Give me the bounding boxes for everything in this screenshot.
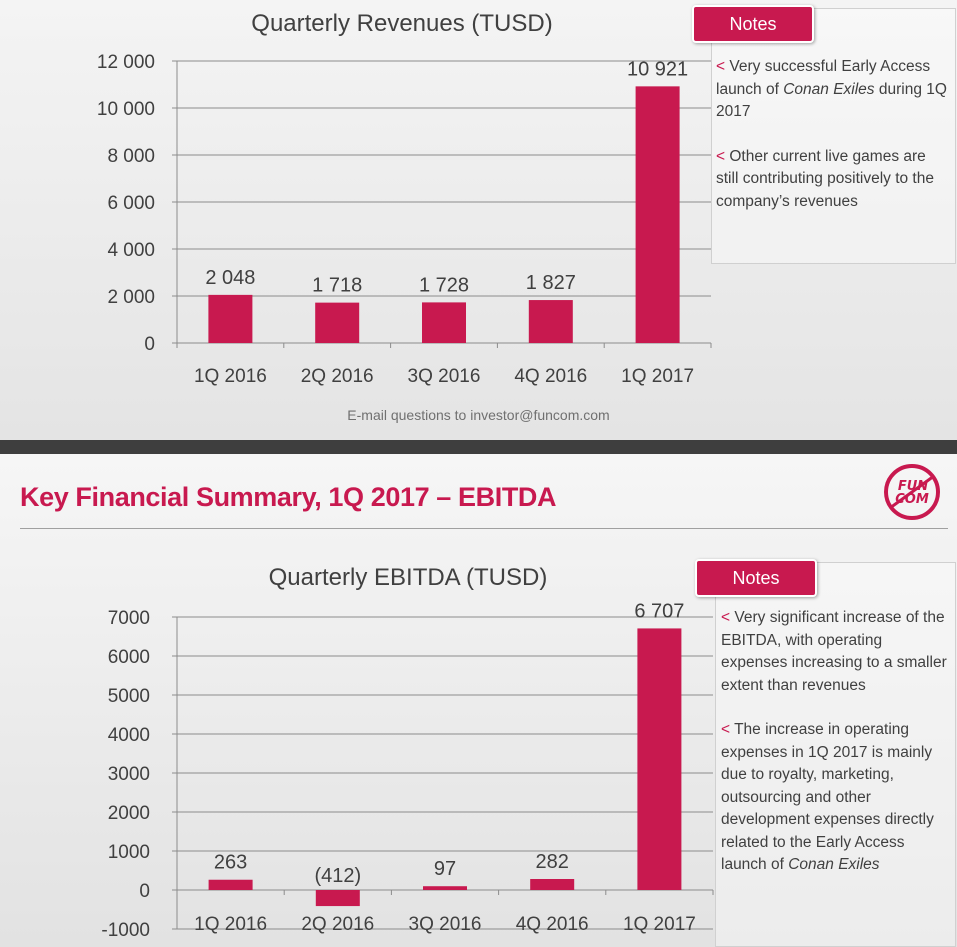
- bar-2q-2016: [315, 302, 360, 343]
- bar-1q-2016: [208, 294, 253, 343]
- x-tick-label: 4Q 2016: [514, 366, 587, 387]
- x-tick-label: 2Q 2016: [301, 914, 374, 935]
- note-text: Very successful Early Access launch of: [716, 58, 931, 98]
- y-tick-label: -1000: [101, 920, 150, 941]
- bar-4q-2016: [528, 300, 573, 343]
- revenue-note-2: < Other current live games are still con…: [716, 146, 948, 214]
- y-tick-label: 0: [139, 881, 150, 902]
- note-text: Other current live games are still contr…: [716, 147, 934, 210]
- bullet-marker: <: [716, 58, 726, 75]
- x-tick-label: 1Q 2017: [623, 914, 696, 935]
- notes-button-label: Notes: [732, 567, 780, 588]
- bar-1q-2016: [208, 879, 253, 890]
- x-tick-label: 3Q 2016: [408, 366, 481, 387]
- y-tick-label: 1000: [108, 842, 150, 863]
- ebitda-notes-box: [715, 562, 956, 947]
- y-tick-label: 0: [144, 334, 155, 355]
- y-tick-label: 6 000: [107, 193, 155, 214]
- y-tick-label: 4000: [108, 725, 150, 746]
- bar-3q-2016: [423, 886, 467, 890]
- revenue-chart: Quarterly Revenues (TUSD) 0 2 000 4 000 6 00…: [97, 10, 712, 387]
- y-tick-label: 10 000: [97, 99, 155, 120]
- page-title: Key Financial Summary, 1Q 2017 – EBITDA: [20, 482, 557, 512]
- notes-button-label: Notes: [729, 13, 777, 34]
- data-label: 97: [434, 858, 456, 880]
- ebitda-notes-text: < Very significant increase of the EBITD…: [721, 607, 951, 899]
- title-rule: [20, 528, 948, 529]
- note-emphasis: Conan Exiles: [783, 80, 875, 98]
- x-tick-label: 3Q 2016: [409, 914, 482, 935]
- bullet-marker: <: [716, 147, 726, 165]
- chart-title: Quarterly Revenues (TUSD): [251, 10, 552, 37]
- bar-3q-2016: [422, 302, 466, 343]
- data-label: 1 827: [526, 272, 576, 294]
- bullet-marker: <: [721, 609, 731, 626]
- funcom-logo: FUN COM: [884, 464, 940, 520]
- footer-email: E-mail questions to investor@funcom.com: [347, 407, 610, 423]
- revenue-slide: Quarterly Revenues (TUSD) 0 2 000 4 000 6 00…: [0, 0, 957, 440]
- y-tick-label: 2 000: [107, 287, 155, 308]
- y-tick-label: 8 000: [107, 146, 155, 167]
- y-tick-label: 4 000: [107, 240, 155, 261]
- logo-text-top: FUN: [898, 479, 928, 494]
- y-tick-label: 2000: [108, 803, 150, 824]
- logo-text-bottom: COM: [895, 492, 929, 507]
- ebitda-notes-button[interactable]: Notes: [695, 559, 817, 597]
- y-tick-label: 3000: [108, 764, 150, 785]
- x-tick-label: 1Q 2016: [194, 914, 267, 935]
- ebitda-slide: Key Financial Summary, 1Q 2017 – EBITDA …: [0, 454, 957, 947]
- y-tick-label: 6000: [108, 647, 150, 668]
- y-tick-label: 5000: [108, 686, 150, 707]
- data-label: 1 728: [419, 274, 469, 296]
- revenue-notes-box: [711, 8, 956, 264]
- note-text: during 1Q 2017: [716, 80, 947, 121]
- ebitda-chart: Quarterly EBITDA (TUSD) -1000 0 1000 2000 300…: [101, 564, 714, 941]
- x-tick-label: 2Q 2016: [301, 366, 374, 387]
- note-text: Very significant increase of the EBITDA,…: [721, 609, 947, 694]
- revenue-notes-button[interactable]: Notes: [692, 5, 814, 43]
- revenue-note-1: < Very successful Early Access launch of…: [716, 56, 948, 124]
- data-label: (412): [314, 865, 361, 887]
- bullet-marker: <: [721, 721, 731, 738]
- data-label: 2 048: [205, 267, 255, 289]
- x-tick-label: 1Q 2016: [194, 366, 267, 387]
- revenue-notes-text: < Very successful Early Access launch of…: [716, 56, 948, 235]
- bar-1q-2017: [635, 86, 680, 343]
- bar-2q-2016: [315, 890, 360, 907]
- y-tick-label: 12 000: [97, 52, 155, 73]
- x-tick-label: 4Q 2016: [516, 914, 589, 935]
- bar-4q-2016: [530, 879, 575, 890]
- chart-title: Quarterly EBITDA (TUSD): [269, 564, 548, 591]
- data-label: 263: [214, 852, 247, 874]
- ebitda-note-2: < The increase in operating expenses in …: [721, 719, 951, 877]
- data-label: 282: [536, 851, 569, 873]
- y-tick-label: 7000: [108, 608, 150, 629]
- note-text: The increase in operating expenses in 1Q…: [721, 721, 934, 873]
- slide-divider: [0, 440, 957, 454]
- bar-1q-2017: [637, 628, 682, 890]
- data-label: 6 707: [634, 600, 684, 622]
- x-tick-label: 1Q 2017: [621, 366, 694, 387]
- data-label: 10 921: [627, 58, 688, 80]
- data-label: 1 718: [312, 275, 362, 297]
- ebitda-note-1: < Very significant increase of the EBITD…: [721, 607, 951, 697]
- note-emphasis: Conan Exiles: [788, 856, 880, 873]
